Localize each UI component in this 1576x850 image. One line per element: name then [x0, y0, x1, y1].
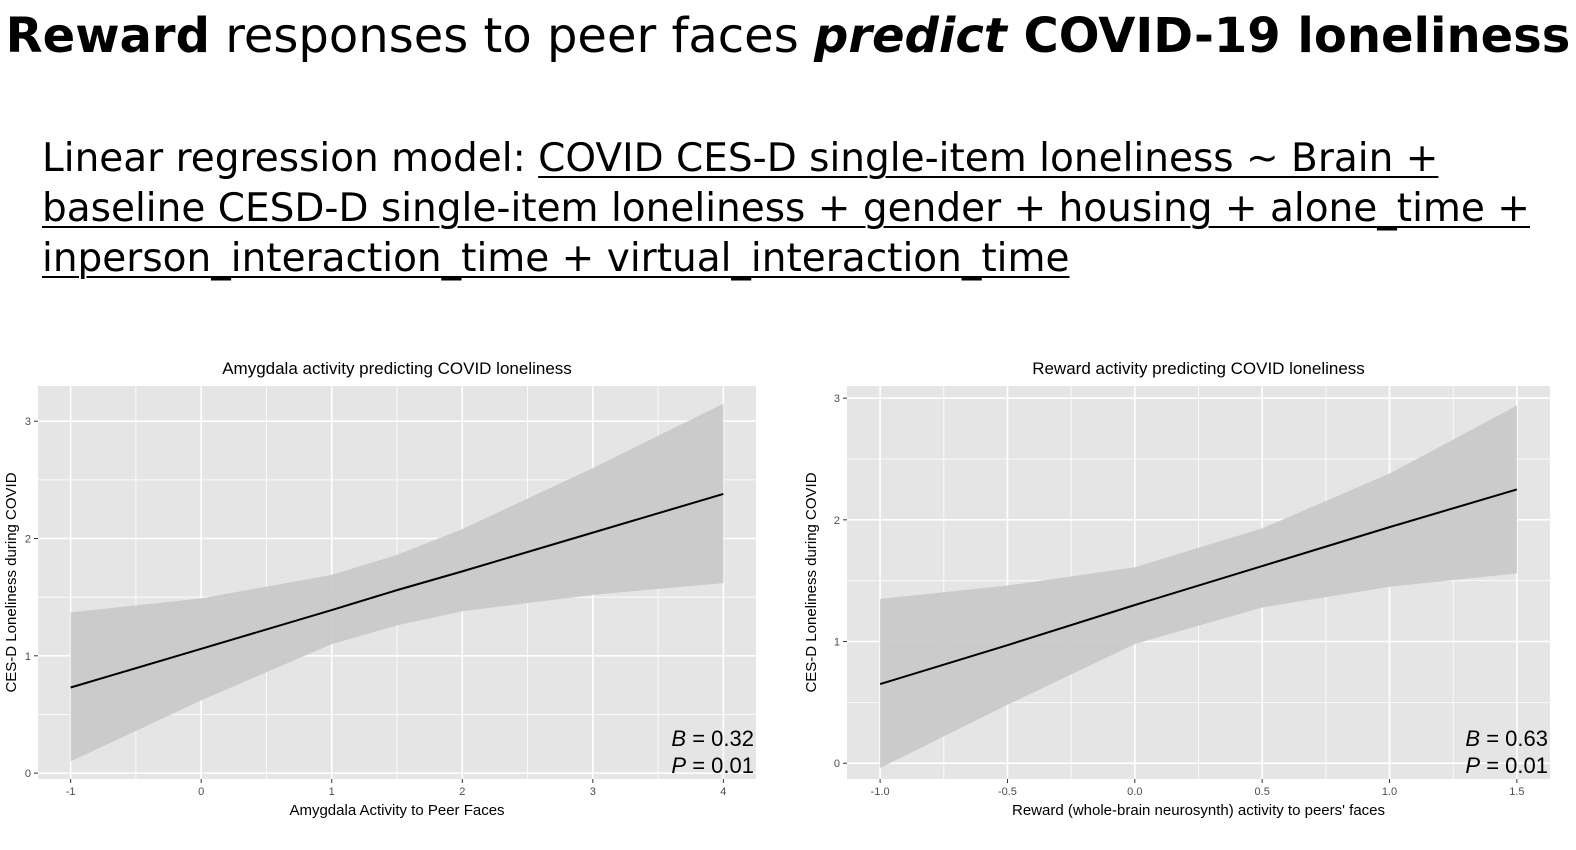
- x-tick-label: 1: [329, 786, 335, 798]
- model-formula: COVID CES-D single-item loneliness ~ Bra…: [42, 136, 1530, 281]
- x-tick-label: -0.5: [998, 786, 1017, 798]
- x-tick-label: -1: [66, 786, 76, 798]
- amygdala-chart: -1 0 1 2 3 4 0 1 2 3 Amygdala activity predicting …: [3, 359, 756, 819]
- chart-title: Reward activity predicting COVID lonelin…: [1032, 359, 1365, 378]
- title-part: responses to peer faces: [209, 8, 814, 64]
- y-tick-label: 1: [834, 637, 840, 649]
- stat-symbol: P: [1465, 753, 1480, 778]
- x-tick-label: 1.0: [1382, 786, 1397, 798]
- reward-chart: -1.0 -0.5 0.0 0.5 1.0 1.5 0 1 2 3 Reward activity …: [803, 359, 1550, 819]
- y-tick-label: 2: [834, 515, 840, 527]
- y-tick-label: 1: [25, 651, 31, 663]
- y-tick-label: 0: [25, 768, 31, 780]
- stat-value: = 0.32: [686, 726, 754, 751]
- x-tick-label: 1.5: [1509, 786, 1524, 798]
- x-tick-label: 0.0: [1127, 786, 1142, 798]
- y-tick-label: 2: [25, 534, 31, 546]
- x-tick-label: 4: [720, 786, 726, 798]
- chart-title: Amygdala activity predicting COVID lonel…: [222, 359, 572, 378]
- regression-line: [70, 492, 724, 689]
- regression-line: [879, 488, 1518, 686]
- y-tick-label: 0: [834, 758, 840, 770]
- stat-annotation: P = 0.01: [1465, 753, 1548, 778]
- confidence-band: [70, 403, 724, 762]
- model-description: Linear regression model: COVID CES-D sin…: [42, 134, 1542, 284]
- stat-symbol: P: [671, 753, 686, 778]
- stat-annotation: B = 0.32: [671, 726, 754, 751]
- title-part: Reward: [5, 8, 210, 64]
- x-tick-label: 2: [459, 786, 465, 798]
- y-tick-label: 3: [25, 416, 31, 428]
- x-axis-label: Reward (whole-brain neurosynth) activity…: [1012, 802, 1385, 819]
- confidence-band: [880, 405, 1517, 769]
- x-tick-label: -1.0: [871, 786, 890, 798]
- stat-annotation: B = 0.63: [1465, 726, 1548, 751]
- slide-title: Reward responses to peer faces predict C…: [0, 4, 1576, 68]
- title-part: predict: [813, 8, 1007, 64]
- stat-symbol: B: [1465, 726, 1480, 751]
- x-axis-label: Amygdala Activity to Peer Faces: [289, 802, 504, 819]
- y-axis-label: CES-D Loneliness during COVID: [803, 472, 820, 692]
- stat-value: = 0.01: [1480, 753, 1548, 778]
- stat-value: = 0.01: [686, 753, 754, 778]
- model-prefix: Linear regression model:: [42, 136, 539, 181]
- stat-value: = 0.63: [1480, 726, 1548, 751]
- title-part: COVID-19 loneliness: [1006, 8, 1571, 64]
- y-tick-label: 3: [834, 393, 840, 405]
- x-tick-label: 3: [590, 786, 596, 798]
- stat-annotation: P = 0.01: [671, 753, 754, 778]
- x-tick-label: 0.5: [1255, 786, 1270, 798]
- stat-symbol: B: [671, 726, 686, 751]
- x-tick-label: 0: [198, 786, 204, 798]
- y-axis-label: CES-D Loneliness during COVID: [3, 472, 20, 692]
